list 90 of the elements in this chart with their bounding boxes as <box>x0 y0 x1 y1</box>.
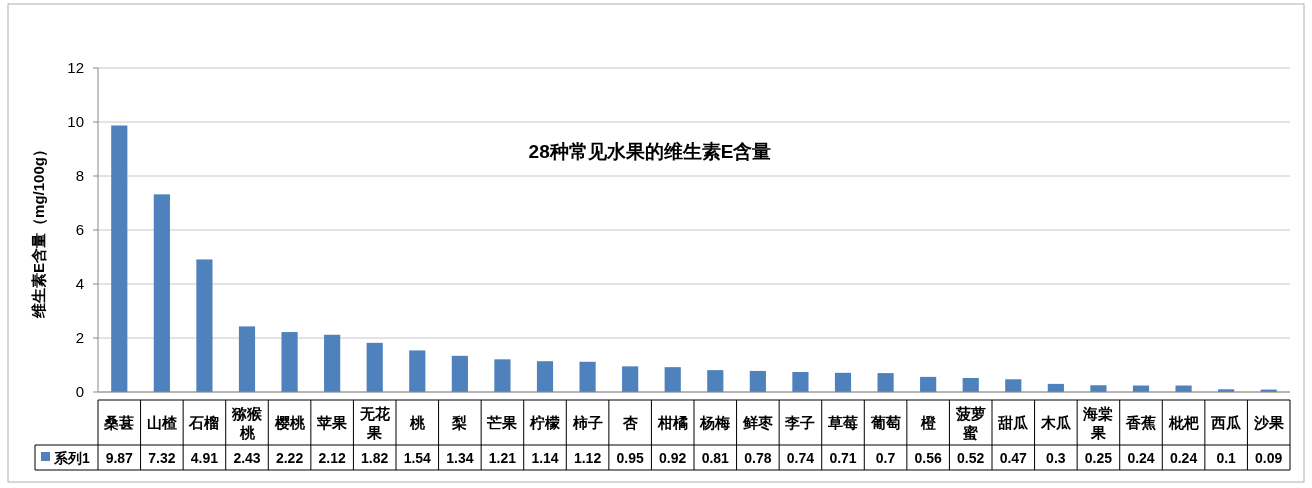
data-label: 1.12 <box>573 450 602 466</box>
data-label: 1.54 <box>403 450 432 466</box>
bar <box>664 367 681 392</box>
bar <box>792 372 809 392</box>
data-label: 0.52 <box>957 450 985 466</box>
bar <box>196 259 213 392</box>
data-label: 0.56 <box>914 450 942 466</box>
bar <box>324 334 341 392</box>
data-label: 0.24 <box>1127 450 1155 466</box>
data-label: 0.25 <box>1084 450 1113 466</box>
data-label: 0.74 <box>786 450 815 466</box>
data-label: 0.92 <box>659 450 687 466</box>
bar <box>451 355 468 392</box>
data-label: 7.32 <box>148 450 176 466</box>
data-label: 1.21 <box>488 450 517 466</box>
y-tick-label: 0 <box>75 383 84 400</box>
bar <box>834 372 852 392</box>
bar <box>494 359 511 392</box>
bar <box>281 332 298 392</box>
bar <box>366 342 383 392</box>
x-tick-label: 甜瓜 <box>997 414 1030 431</box>
data-label: 0.09 <box>1255 450 1283 466</box>
x-tick-label: 梨 <box>451 414 468 431</box>
x-tick-label: 柿子 <box>571 414 603 431</box>
data-label: 0.7 <box>875 450 896 466</box>
x-tick-label: 沙果 <box>1252 414 1285 431</box>
x-tick-label: 桑葚 <box>103 414 135 431</box>
bar <box>579 361 596 392</box>
x-tick-label: 橙 <box>919 414 937 431</box>
y-tick-label: 10 <box>67 113 84 130</box>
data-label: 4.91 <box>190 450 219 466</box>
x-tick-label: 猕猴桃 <box>231 404 263 441</box>
data-label: 2.43 <box>233 450 261 466</box>
bar <box>153 194 170 392</box>
data-label: 0.24 <box>1169 450 1198 466</box>
bar <box>707 370 724 392</box>
y-tick-label: 2 <box>75 329 84 346</box>
data-label: 1.34 <box>446 450 474 466</box>
x-tick-label: 菠萝蜜 <box>954 404 986 441</box>
x-tick-label: 石榴 <box>188 414 220 431</box>
data-label: 1.82 <box>361 450 389 466</box>
bar <box>238 326 256 392</box>
x-tick-label: 李子 <box>784 414 816 431</box>
bar <box>749 370 766 392</box>
x-tick-label: 苹果 <box>316 414 349 431</box>
y-axis-title: 维生素E含量（mg/100g） <box>30 142 47 319</box>
data-label: 9.87 <box>105 450 134 466</box>
x-tick-label: 柑橘 <box>656 414 688 431</box>
x-tick-label: 山楂 <box>146 414 177 431</box>
x-tick-label: 桃 <box>408 414 426 431</box>
bar <box>920 376 937 392</box>
x-tick-label: 柠檬 <box>529 414 561 431</box>
data-label: 0.1 <box>1216 450 1237 466</box>
y-tick-label: 12 <box>67 59 84 76</box>
bar <box>622 366 639 392</box>
y-tick-label: 6 <box>75 221 84 238</box>
data-label: 0.3 <box>1046 450 1066 466</box>
data-label: 0.71 <box>829 450 857 466</box>
bar <box>877 373 894 392</box>
data-label: 0.78 <box>744 450 772 466</box>
x-tick-label: 海棠果 <box>1082 404 1114 441</box>
x-tick-label: 西瓜 <box>1210 414 1243 431</box>
x-tick-label: 杨梅 <box>699 414 731 431</box>
x-tick-label: 香蕉 <box>1125 414 1156 431</box>
x-tick-label: 杏 <box>621 414 638 431</box>
bar <box>1090 385 1107 392</box>
x-tick-label: 樱桃 <box>273 414 306 431</box>
x-tick-label: 枇杷 <box>1167 414 1199 431</box>
x-tick-label: 无花果 <box>358 404 391 441</box>
data-label: 0.47 <box>999 450 1028 466</box>
x-tick-label: 草莓 <box>827 414 858 431</box>
bar <box>536 361 554 392</box>
y-tick-label: 8 <box>75 167 84 184</box>
y-tick-label: 4 <box>75 275 84 292</box>
bar <box>1005 379 1022 392</box>
x-tick-label: 芒果 <box>486 414 519 431</box>
data-label: 1.14 <box>531 450 559 466</box>
data-label: 0.81 <box>701 450 730 466</box>
x-tick-label: 鲜枣 <box>741 414 773 431</box>
data-table: 桑葚 山楂 石榴 猕猴桃 樱桃 苹果 无花果 桃 梨 芒果 柠檬 柿子 杏 柑橘 杨梅 鲜枣 李子 草莓 葡萄 橙 菠萝蜜 甜瓜 木瓜 海棠果 香蕉 枇杷 西瓜 沙果 系列1 9.87 7.32 4.91 2.43 2.22 2.12 1.82 1.54 1.34 1.21 1.14 1.12 0.95 0.92 0.81 0.78 0.74 0.71 0.7 0.56 0.52 0.47 0.3 0.25 0.24 0.24 0.1 0.09 <box>34 399 1291 471</box>
data-label: 2.22 <box>275 450 304 466</box>
x-tick-label: 葡萄 <box>869 414 901 431</box>
x-tick-label: 木瓜 <box>1039 414 1072 431</box>
bar <box>111 125 128 392</box>
data-label: 0.95 <box>616 450 644 466</box>
bar <box>409 350 426 392</box>
data-label: 2.12 <box>318 450 346 466</box>
text: 28种常见水果的维生素E含量 <box>528 141 772 162</box>
bar <box>962 377 979 392</box>
legend-label: 系列1 <box>53 450 90 466</box>
